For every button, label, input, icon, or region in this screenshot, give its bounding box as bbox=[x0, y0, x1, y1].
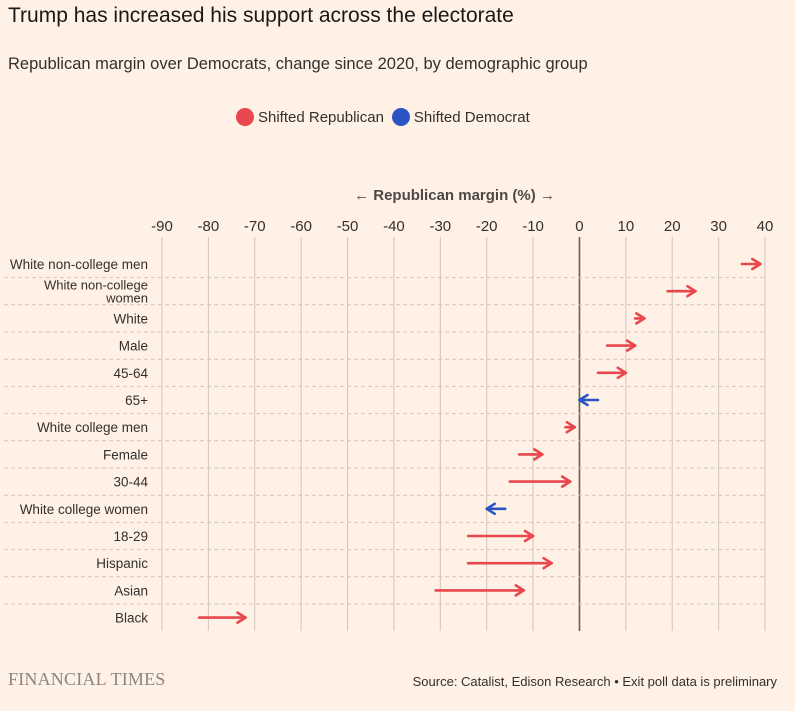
x-tick-label: -90 bbox=[151, 218, 173, 235]
arrow-head bbox=[635, 312, 646, 325]
legend-label-democrat: Shifted Democrat bbox=[413, 108, 530, 126]
row-label: White non-college bbox=[44, 278, 148, 293]
row-label: Female bbox=[103, 447, 148, 462]
arrow-head bbox=[616, 366, 628, 380]
row-label: 45-64 bbox=[113, 366, 148, 381]
x-tick-label: -50 bbox=[337, 218, 359, 235]
arrow-head bbox=[523, 529, 535, 543]
x-tick-label: -40 bbox=[383, 218, 405, 235]
row-label: Black bbox=[115, 611, 148, 626]
row-label: women bbox=[105, 291, 148, 306]
x-tick-label: 40 bbox=[757, 218, 774, 235]
x-tick-label: -20 bbox=[476, 218, 498, 235]
row-label: Male bbox=[119, 339, 148, 354]
legend-item-democrat: Shifted Democrat bbox=[391, 108, 530, 126]
arrow-head bbox=[485, 502, 496, 516]
legend-item-republican: Shifted Republican bbox=[236, 108, 384, 126]
x-tick-label: 10 bbox=[618, 218, 635, 235]
legend-swatch-democrat bbox=[391, 108, 410, 126]
row-label: White bbox=[113, 311, 148, 326]
x-tick-label: -80 bbox=[198, 218, 220, 235]
chart-subtitle: Republican margin over Democrats, change… bbox=[8, 55, 588, 73]
x-tick-label: 30 bbox=[710, 218, 727, 235]
source-note: Source: Catalist, Edison Research • Exit… bbox=[412, 674, 777, 689]
legend-swatch-republican bbox=[236, 108, 254, 126]
arrow-head bbox=[625, 339, 637, 352]
legend: Shifted Republican Shifted Democrat bbox=[236, 108, 538, 126]
arrow-head bbox=[578, 393, 589, 407]
arrow-head bbox=[514, 584, 526, 597]
x-axis-title: ← Republican margin (%) → bbox=[354, 187, 555, 204]
row-label: Asian bbox=[114, 583, 148, 598]
x-tick-label: -30 bbox=[429, 218, 451, 235]
x-tick-label: 20 bbox=[664, 218, 681, 235]
ft-logo: FINANCIAL TIMES bbox=[8, 669, 166, 689]
row-label: 18-29 bbox=[113, 529, 148, 544]
arrow-chart: ← Republican margin (%) → -90 -80 -70 -60 -50… bbox=[4, 187, 774, 631]
arrow-head bbox=[686, 284, 697, 298]
row-label: Hispanic bbox=[96, 556, 148, 571]
arrow-head bbox=[565, 420, 577, 434]
row-label: White non-college men bbox=[10, 257, 148, 272]
arrow-head bbox=[751, 257, 762, 271]
arrow-head bbox=[560, 475, 572, 488]
row-label: 65+ bbox=[125, 393, 148, 408]
row-label: White college men bbox=[37, 420, 148, 435]
arrow-head bbox=[236, 611, 247, 624]
arrow-head bbox=[542, 556, 553, 570]
legend-label-republican: Shifted Republican bbox=[258, 108, 384, 126]
row-label: White college women bbox=[20, 502, 148, 517]
x-tick-label: -70 bbox=[244, 218, 266, 235]
x-tick-label: -10 bbox=[522, 218, 544, 235]
chart-title: Trump has increased his support across t… bbox=[8, 4, 514, 27]
arrow-head bbox=[533, 448, 544, 461]
row-label: 30-44 bbox=[113, 475, 148, 490]
x-tick-label: -60 bbox=[290, 218, 312, 235]
x-tick-label: 0 bbox=[575, 218, 583, 235]
